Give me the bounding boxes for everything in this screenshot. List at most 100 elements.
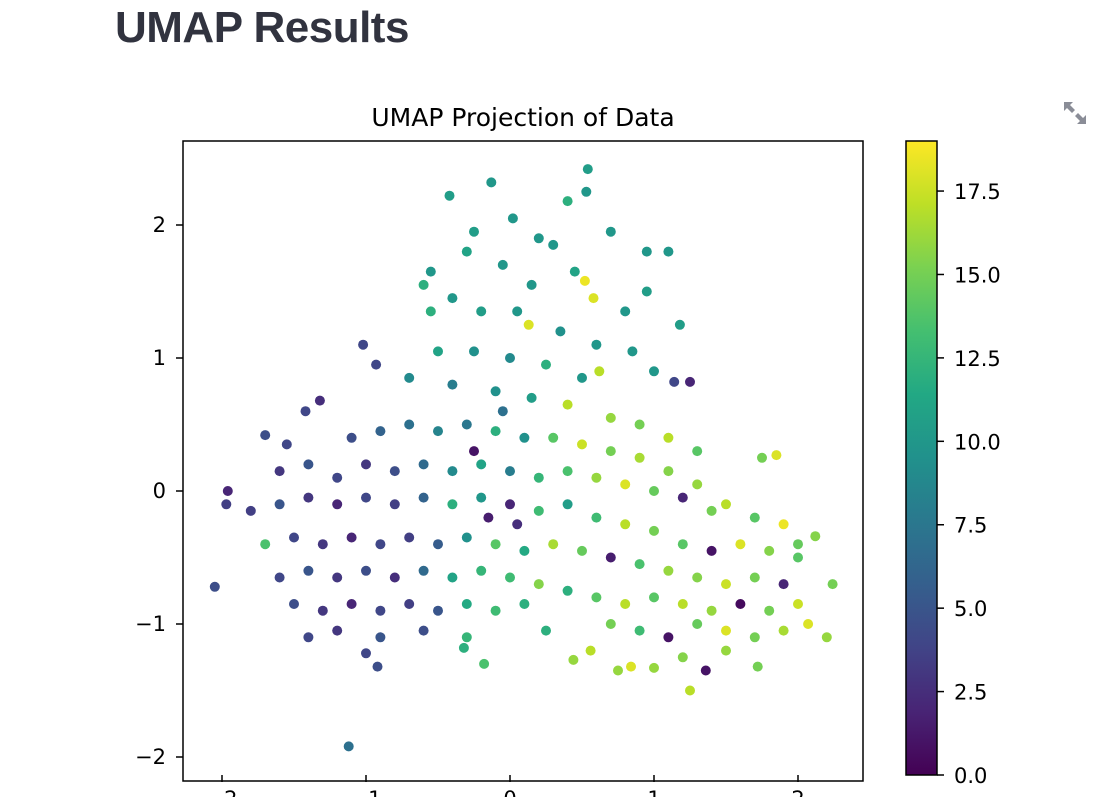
scatter-point-180	[663, 632, 674, 643]
scatter-point-100	[418, 459, 429, 470]
scatter-point-37	[803, 619, 814, 629]
scatter-point-46	[418, 279, 429, 290]
scatter-point-34	[757, 452, 767, 463]
scatter-point-111	[245, 505, 256, 516]
scatter-point-49	[469, 226, 479, 237]
scatter-point-159	[533, 579, 544, 590]
scatter-point-82	[433, 426, 443, 437]
scatter-point-127	[706, 545, 717, 556]
scatter-point-77	[663, 432, 674, 443]
scatter-point-135	[375, 539, 386, 550]
scatter-point-109	[677, 492, 688, 503]
scatter-point-0	[209, 581, 220, 592]
x-tick-label-1: −1	[351, 787, 382, 797]
colorbar-tick-label-1: 2.5	[954, 681, 987, 705]
scatter-point-36	[793, 552, 803, 563]
scatter-point-149	[778, 579, 789, 590]
scatter-point-179	[634, 625, 645, 636]
y-tick-label-3: −1	[135, 612, 166, 636]
scatter-point-129	[764, 545, 775, 556]
scatter-point-74	[562, 399, 573, 410]
scatter-point-158	[505, 572, 515, 583]
scatter-point-175	[461, 599, 472, 609]
colorbar-tick-label-0: 0.0	[954, 764, 987, 788]
scatter-point-191	[721, 645, 731, 656]
scatter-point-156	[447, 572, 458, 583]
scatter-point-164	[677, 599, 688, 609]
x-tick-label-0: −2	[207, 787, 238, 797]
scatter-point-150	[274, 572, 285, 583]
scatter-point-155	[418, 565, 429, 576]
scatter-point-79	[346, 432, 357, 443]
scatter-point-14	[260, 430, 271, 441]
scatter-point-136	[404, 532, 415, 543]
scatter-point-63	[591, 339, 602, 350]
scatter-point-9	[674, 319, 685, 330]
scatter-point-137	[433, 539, 443, 550]
colorbar-axis: 0.0 2.5 5.0 7.5 10.0 12.5 15.0 17.5	[937, 180, 1001, 788]
scatter-point-56	[569, 266, 580, 277]
scatter-point-6	[507, 213, 518, 224]
scatter-point-4	[582, 164, 593, 175]
scatter-point-115	[361, 492, 371, 503]
scatter-point-18	[372, 661, 383, 672]
expand-chart-button[interactable]	[1058, 96, 1092, 130]
scatter-point-83	[461, 419, 472, 430]
scatter-point-66	[469, 346, 479, 357]
scatter-point-91	[692, 479, 703, 490]
scatter-point-3	[486, 177, 497, 188]
scatter-point-15	[281, 439, 292, 450]
scatter-point-132	[289, 532, 299, 543]
y-tick-label-2: 0	[153, 479, 166, 503]
scatter-point-165	[706, 605, 717, 616]
scatter-point-148	[749, 572, 760, 583]
scatter-point-39	[669, 376, 680, 387]
chart-title: UMAP Projection of Data	[371, 103, 674, 132]
scatter-point-173	[404, 599, 415, 609]
y-axis: 2 1 0 −1 −2	[135, 213, 183, 769]
scatter-point-107	[620, 479, 631, 490]
scatter-point-106	[591, 472, 602, 483]
scatter-point-52	[605, 226, 616, 237]
scatter-point-116	[389, 499, 400, 510]
scatter-point-168	[793, 599, 803, 609]
scatter-point-195	[483, 512, 494, 523]
scatter-point-30	[752, 661, 763, 672]
scatter-point-151	[303, 565, 314, 576]
scatter-point-145	[663, 565, 674, 576]
scatter-point-105	[562, 466, 573, 477]
colorbar-tick-label-2: 5.0	[954, 597, 987, 621]
scatter-point-78	[692, 446, 703, 457]
scatter-point-167	[764, 605, 775, 616]
scatter-point-25	[613, 665, 623, 676]
scatter-point-98	[361, 459, 371, 470]
scatter-point-171	[346, 599, 357, 609]
scatter-point-99	[389, 466, 400, 477]
scatter-point-162	[620, 599, 631, 609]
scatter-point-170	[317, 605, 328, 616]
expand-icon	[1064, 102, 1086, 124]
scatter-point-67	[505, 353, 515, 363]
x-axis: −2 −1 0 1 2	[207, 775, 805, 797]
scatter-point-187	[375, 632, 386, 643]
scatter-point-102	[476, 459, 487, 470]
scatter-point-194	[512, 519, 523, 530]
scatter-point-76	[634, 419, 645, 430]
scatter-point-124	[620, 519, 631, 530]
y-tick-label-1: 1	[153, 346, 166, 370]
scatter-point-128	[735, 539, 746, 550]
scatter-point-31	[821, 632, 832, 643]
scatter-point-69	[577, 372, 587, 383]
scatter-point-190	[677, 652, 688, 663]
scatter-point-64	[627, 346, 638, 357]
scatter-point-119	[476, 492, 487, 503]
scatter-point-104	[533, 472, 544, 483]
scatter-point-97	[332, 472, 343, 483]
colorbar	[905, 140, 938, 776]
scatter-point-125	[649, 525, 659, 536]
scatter-point-23	[568, 654, 579, 665]
scatter-point-192	[497, 406, 508, 417]
scatter-point-139	[490, 539, 501, 550]
scatter-point-32	[827, 579, 838, 590]
scatter-point-185	[303, 632, 314, 643]
